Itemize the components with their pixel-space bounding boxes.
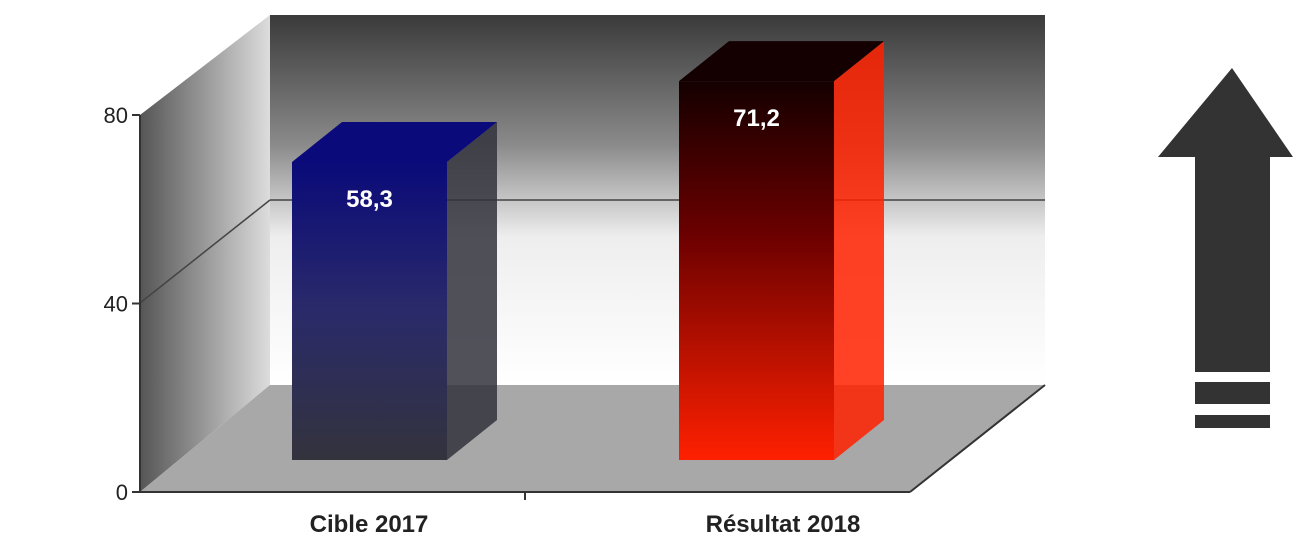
y-tick-label: 40 xyxy=(104,292,128,317)
bar-2 xyxy=(679,41,884,460)
bar-top-face xyxy=(292,122,497,162)
arrow-bar-1 xyxy=(1195,382,1270,404)
side-gridline-40 xyxy=(139,199,271,304)
x-category-label: Cible 2017 xyxy=(310,511,429,538)
bar-front-face xyxy=(679,81,834,460)
bar-side-face xyxy=(834,41,884,460)
bar-front-face xyxy=(292,162,447,460)
bar-1 xyxy=(292,122,497,460)
bar-top-face xyxy=(679,41,884,82)
y-tick-label: 80 xyxy=(104,103,128,128)
bar-value-label: 71,2 xyxy=(733,105,780,132)
up-arrow-shape xyxy=(1158,68,1293,372)
side-wall xyxy=(140,15,270,492)
bar-value-label: 58,3 xyxy=(346,186,393,213)
x-category-label: Résultat 2018 xyxy=(706,511,861,538)
x-axis-depth xyxy=(909,384,1046,493)
floor xyxy=(140,385,1045,492)
bar-side-face xyxy=(447,122,497,460)
arrow-bar-2 xyxy=(1195,415,1270,428)
y-tick-label: 0 xyxy=(116,480,128,505)
up-arrow-icon xyxy=(1158,68,1293,428)
